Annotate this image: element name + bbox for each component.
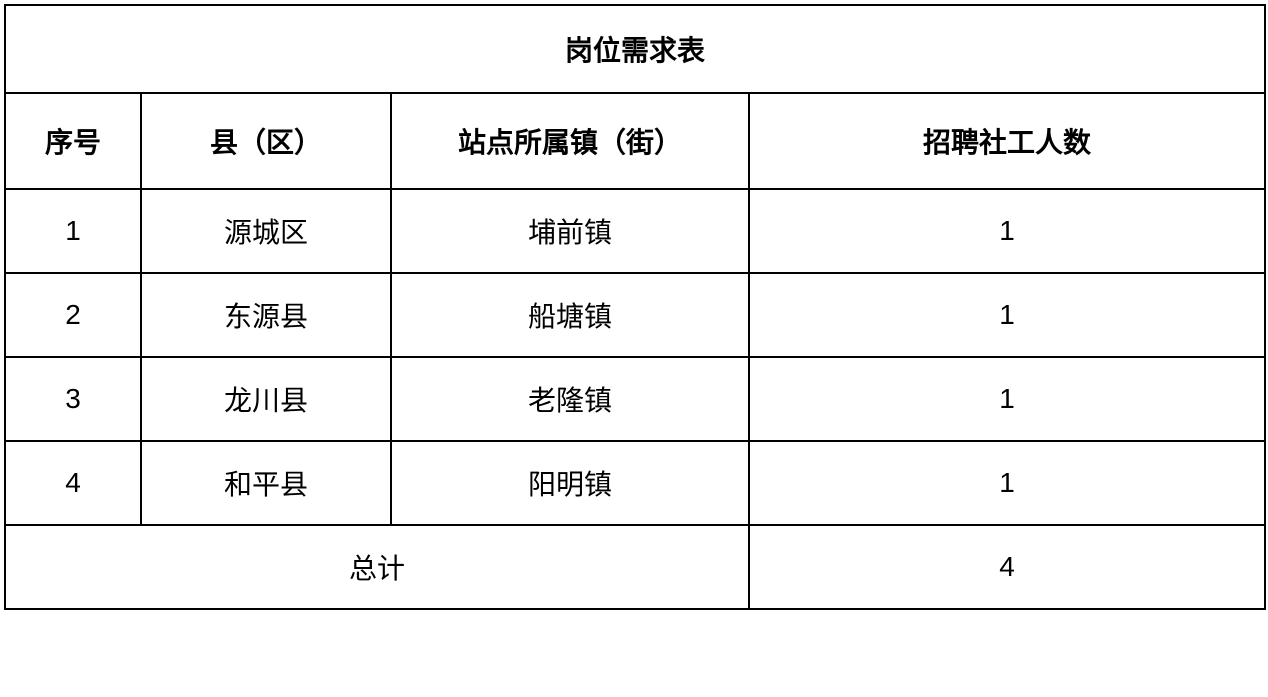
cell-town: 埔前镇 xyxy=(391,189,749,273)
total-label: 总计 xyxy=(5,525,749,609)
header-district: 县（区） xyxy=(141,93,391,189)
cell-district: 和平县 xyxy=(141,441,391,525)
table-row: 1 源城区 埔前镇 1 xyxy=(5,189,1265,273)
header-seq: 序号 xyxy=(5,93,141,189)
table-title: 岗位需求表 xyxy=(5,5,1265,93)
cell-seq: 3 xyxy=(5,357,141,441)
table-row: 3 龙川县 老隆镇 1 xyxy=(5,357,1265,441)
cell-town: 船塘镇 xyxy=(391,273,749,357)
header-count: 招聘社工人数 xyxy=(749,93,1265,189)
cell-count: 1 xyxy=(749,441,1265,525)
table-row: 4 和平县 阳明镇 1 xyxy=(5,441,1265,525)
total-value: 4 xyxy=(749,525,1265,609)
cell-seq: 1 xyxy=(5,189,141,273)
cell-seq: 4 xyxy=(5,441,141,525)
cell-district: 东源县 xyxy=(141,273,391,357)
table-row: 2 东源县 船塘镇 1 xyxy=(5,273,1265,357)
cell-count: 1 xyxy=(749,189,1265,273)
table-header-row: 序号 县（区） 站点所属镇（街） 招聘社工人数 xyxy=(5,93,1265,189)
cell-count: 1 xyxy=(749,273,1265,357)
requirements-table: 岗位需求表 序号 县（区） 站点所属镇（街） 招聘社工人数 1 源城区 埔前镇 … xyxy=(4,4,1266,610)
cell-district: 源城区 xyxy=(141,189,391,273)
table-title-row: 岗位需求表 xyxy=(5,5,1265,93)
header-town: 站点所属镇（街） xyxy=(391,93,749,189)
table-total-row: 总计 4 xyxy=(5,525,1265,609)
cell-district: 龙川县 xyxy=(141,357,391,441)
cell-town: 老隆镇 xyxy=(391,357,749,441)
cell-count: 1 xyxy=(749,357,1265,441)
cell-town: 阳明镇 xyxy=(391,441,749,525)
cell-seq: 2 xyxy=(5,273,141,357)
